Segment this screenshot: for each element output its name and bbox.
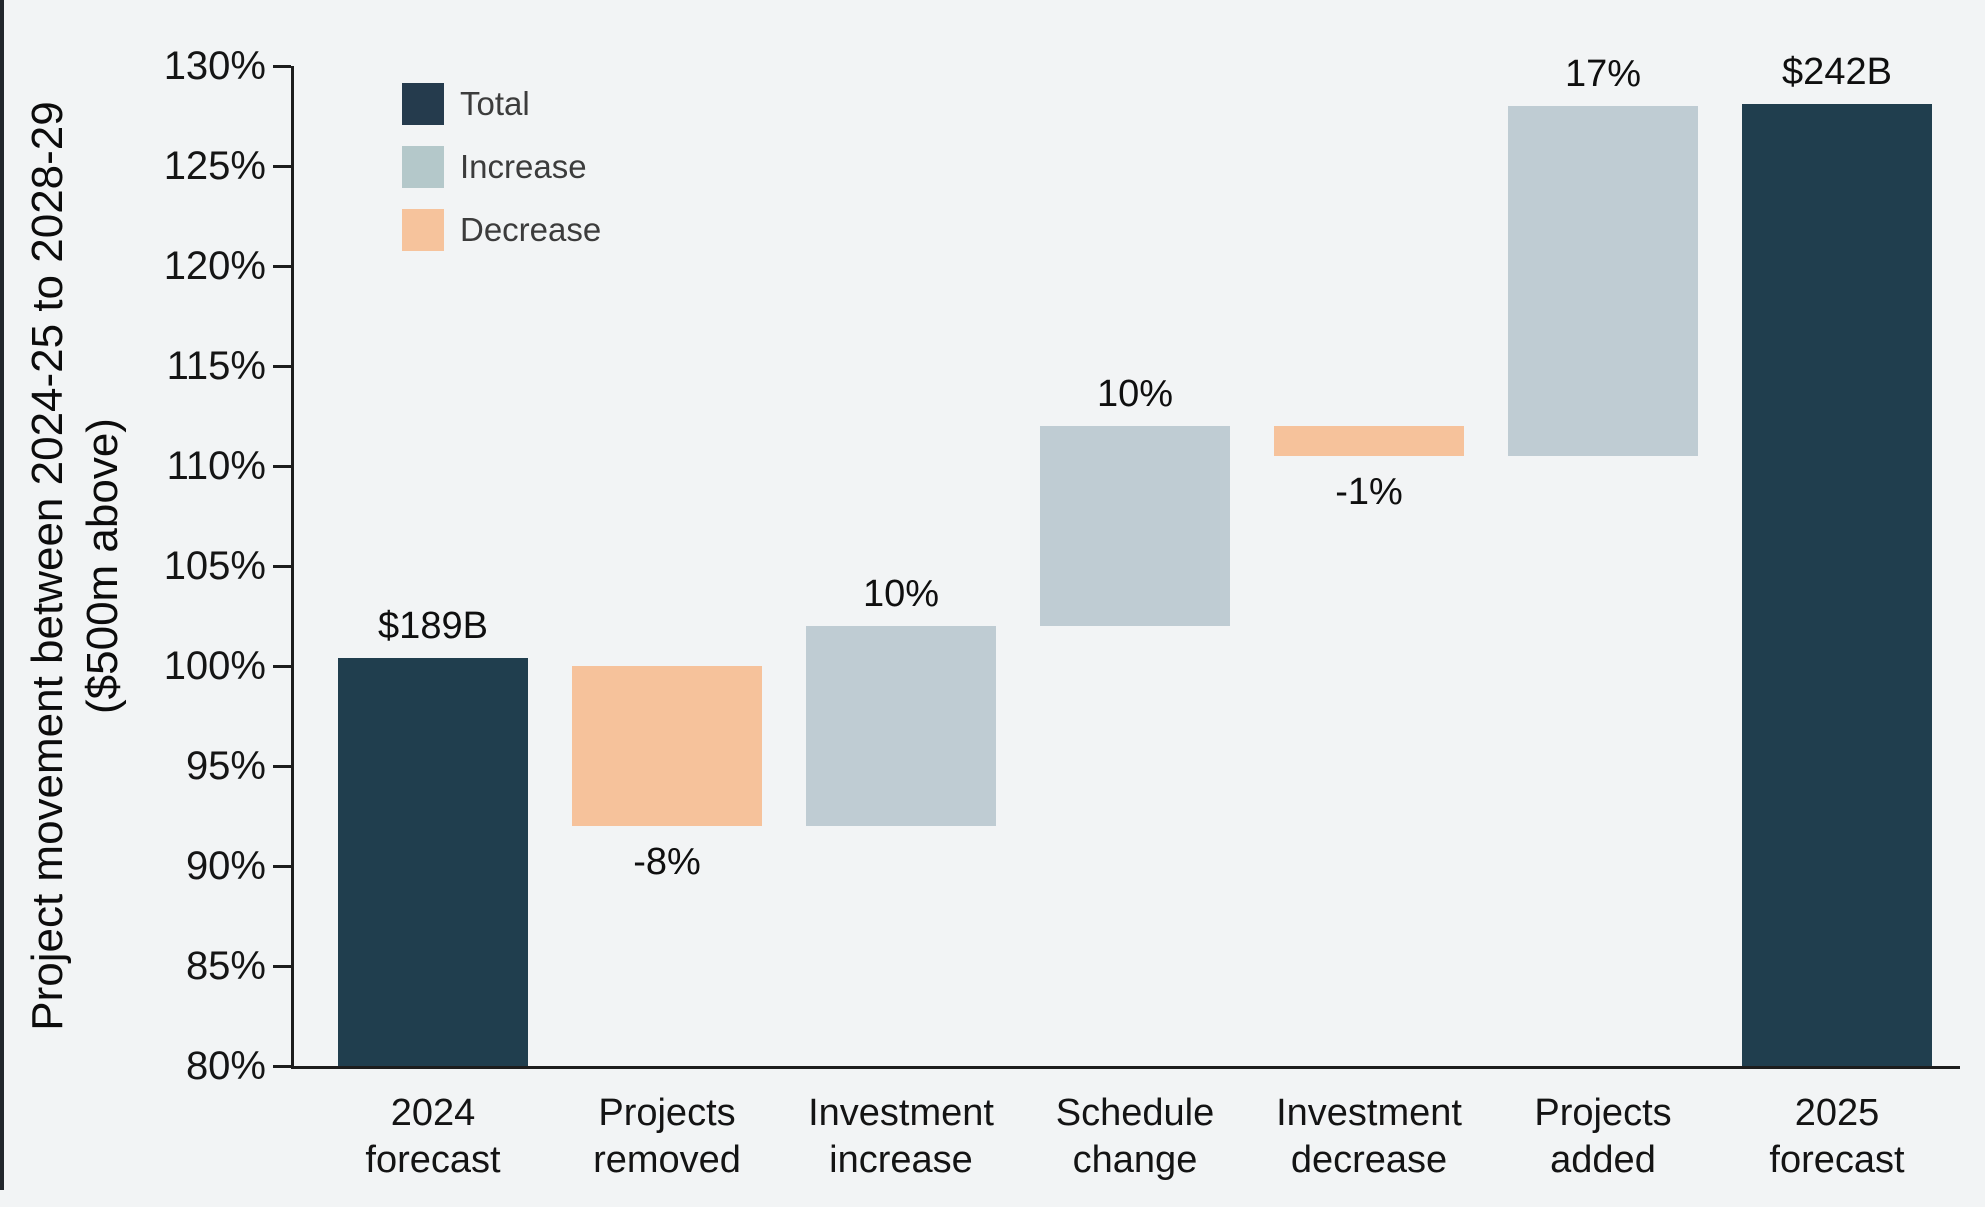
bar-value-label-schedule-change: 10% [1096,373,1174,415]
bar-projects-removed [572,666,762,826]
x-axis-label-line: Schedule [1055,1092,1215,1134]
x-axis-label-line: 2025 [1794,1092,1880,1134]
bar-value-label-2024-forecast: $189B [378,605,488,647]
y-axis-tick-label: 80% [185,1044,266,1088]
bar-value-label-projects-removed: -8% [633,841,701,883]
x-axis-label-line: decrease [1290,1139,1448,1181]
x-axis-label-projects-removed: Projects removed [550,1090,784,1184]
bar-value-label-investment-increase: 10% [862,573,940,615]
y-axis-tick [273,564,291,568]
y-axis-tick [273,164,291,168]
bar-investment-decrease [1274,426,1464,456]
y-axis-tick-label: 110% [166,444,266,488]
left-border-line [0,0,4,1190]
x-axis-label-2024-forecast: 2024 forecast [316,1090,550,1184]
x-axis-label-line: added [1550,1139,1656,1181]
bar-schedule-change [1040,426,1230,626]
legend-swatch-increase [402,146,444,188]
y-axis-tick [273,1064,291,1068]
y-axis-tick [273,64,291,68]
legend-label-decrease: Decrease [460,211,602,248]
x-axis-label-line: Projects [1534,1092,1672,1134]
y-axis-tick-label: 100% [163,644,266,688]
y-axis-tick [273,864,291,868]
legend-swatch-total [402,83,444,125]
x-axis-label-line: increase [829,1139,973,1181]
x-axis-label-investment-increase: Investment increase [784,1090,1018,1184]
y-axis-line [291,66,294,1069]
y-axis-tick-label: 105% [163,544,266,588]
bar-value-label-2025-forecast: $242B [1782,51,1892,93]
x-axis-label-schedule-change: Schedule change [1018,1090,1252,1184]
x-axis-label-line: 2024 [390,1092,476,1134]
x-axis-label-line: Investment [1276,1092,1462,1134]
bar-2024-forecast [338,658,528,1066]
x-axis-label-investment-decrease: Investment decrease [1252,1090,1486,1184]
legend: Total Increase Decrease [402,83,601,272]
legend-item-total: Total [402,83,601,125]
legend-label-total: Total [460,85,530,122]
y-axis-tick-label: 120% [163,244,266,288]
y-axis-tick-label: 115% [166,344,266,388]
y-axis-tick [273,964,291,968]
y-axis-tick [273,364,291,368]
x-axis-label-line: forecast [1769,1139,1905,1181]
bar-projects-added [1508,106,1698,456]
bar-2025-forecast [1742,104,1932,1066]
legend-label-increase: Increase [460,148,587,185]
y-axis-tick [273,264,291,268]
y-axis-tick [273,664,291,668]
y-axis-tick [273,464,291,468]
y-axis-tick-label: 130% [163,44,266,88]
y-axis-tick-label: 90% [185,844,266,888]
legend-item-increase: Increase [402,146,601,188]
y-axis-tick-label: 125% [163,144,266,188]
y-axis-tick [273,764,291,768]
y-axis-tick-label: 95% [185,744,266,788]
legend-item-decrease: Decrease [402,209,601,251]
bar-value-label-investment-decrease: -1% [1335,471,1403,513]
x-axis-label-line: removed [593,1139,741,1181]
x-axis-label-line: change [1072,1139,1198,1181]
x-axis-line [291,1066,1960,1069]
bar-value-label-projects-added: 17% [1564,53,1642,95]
bar-investment-increase [806,626,996,826]
x-axis-label-line: Investment [808,1092,994,1134]
y-axis-tick-label: 85% [185,944,266,988]
x-axis-label-line: Projects [598,1092,736,1134]
legend-swatch-decrease [402,209,444,251]
x-axis-label-2025-forecast: 2025 forecast [1720,1090,1954,1184]
x-axis-label-line: forecast [365,1139,501,1181]
x-axis-label-projects-added: Projects added [1486,1090,1720,1184]
